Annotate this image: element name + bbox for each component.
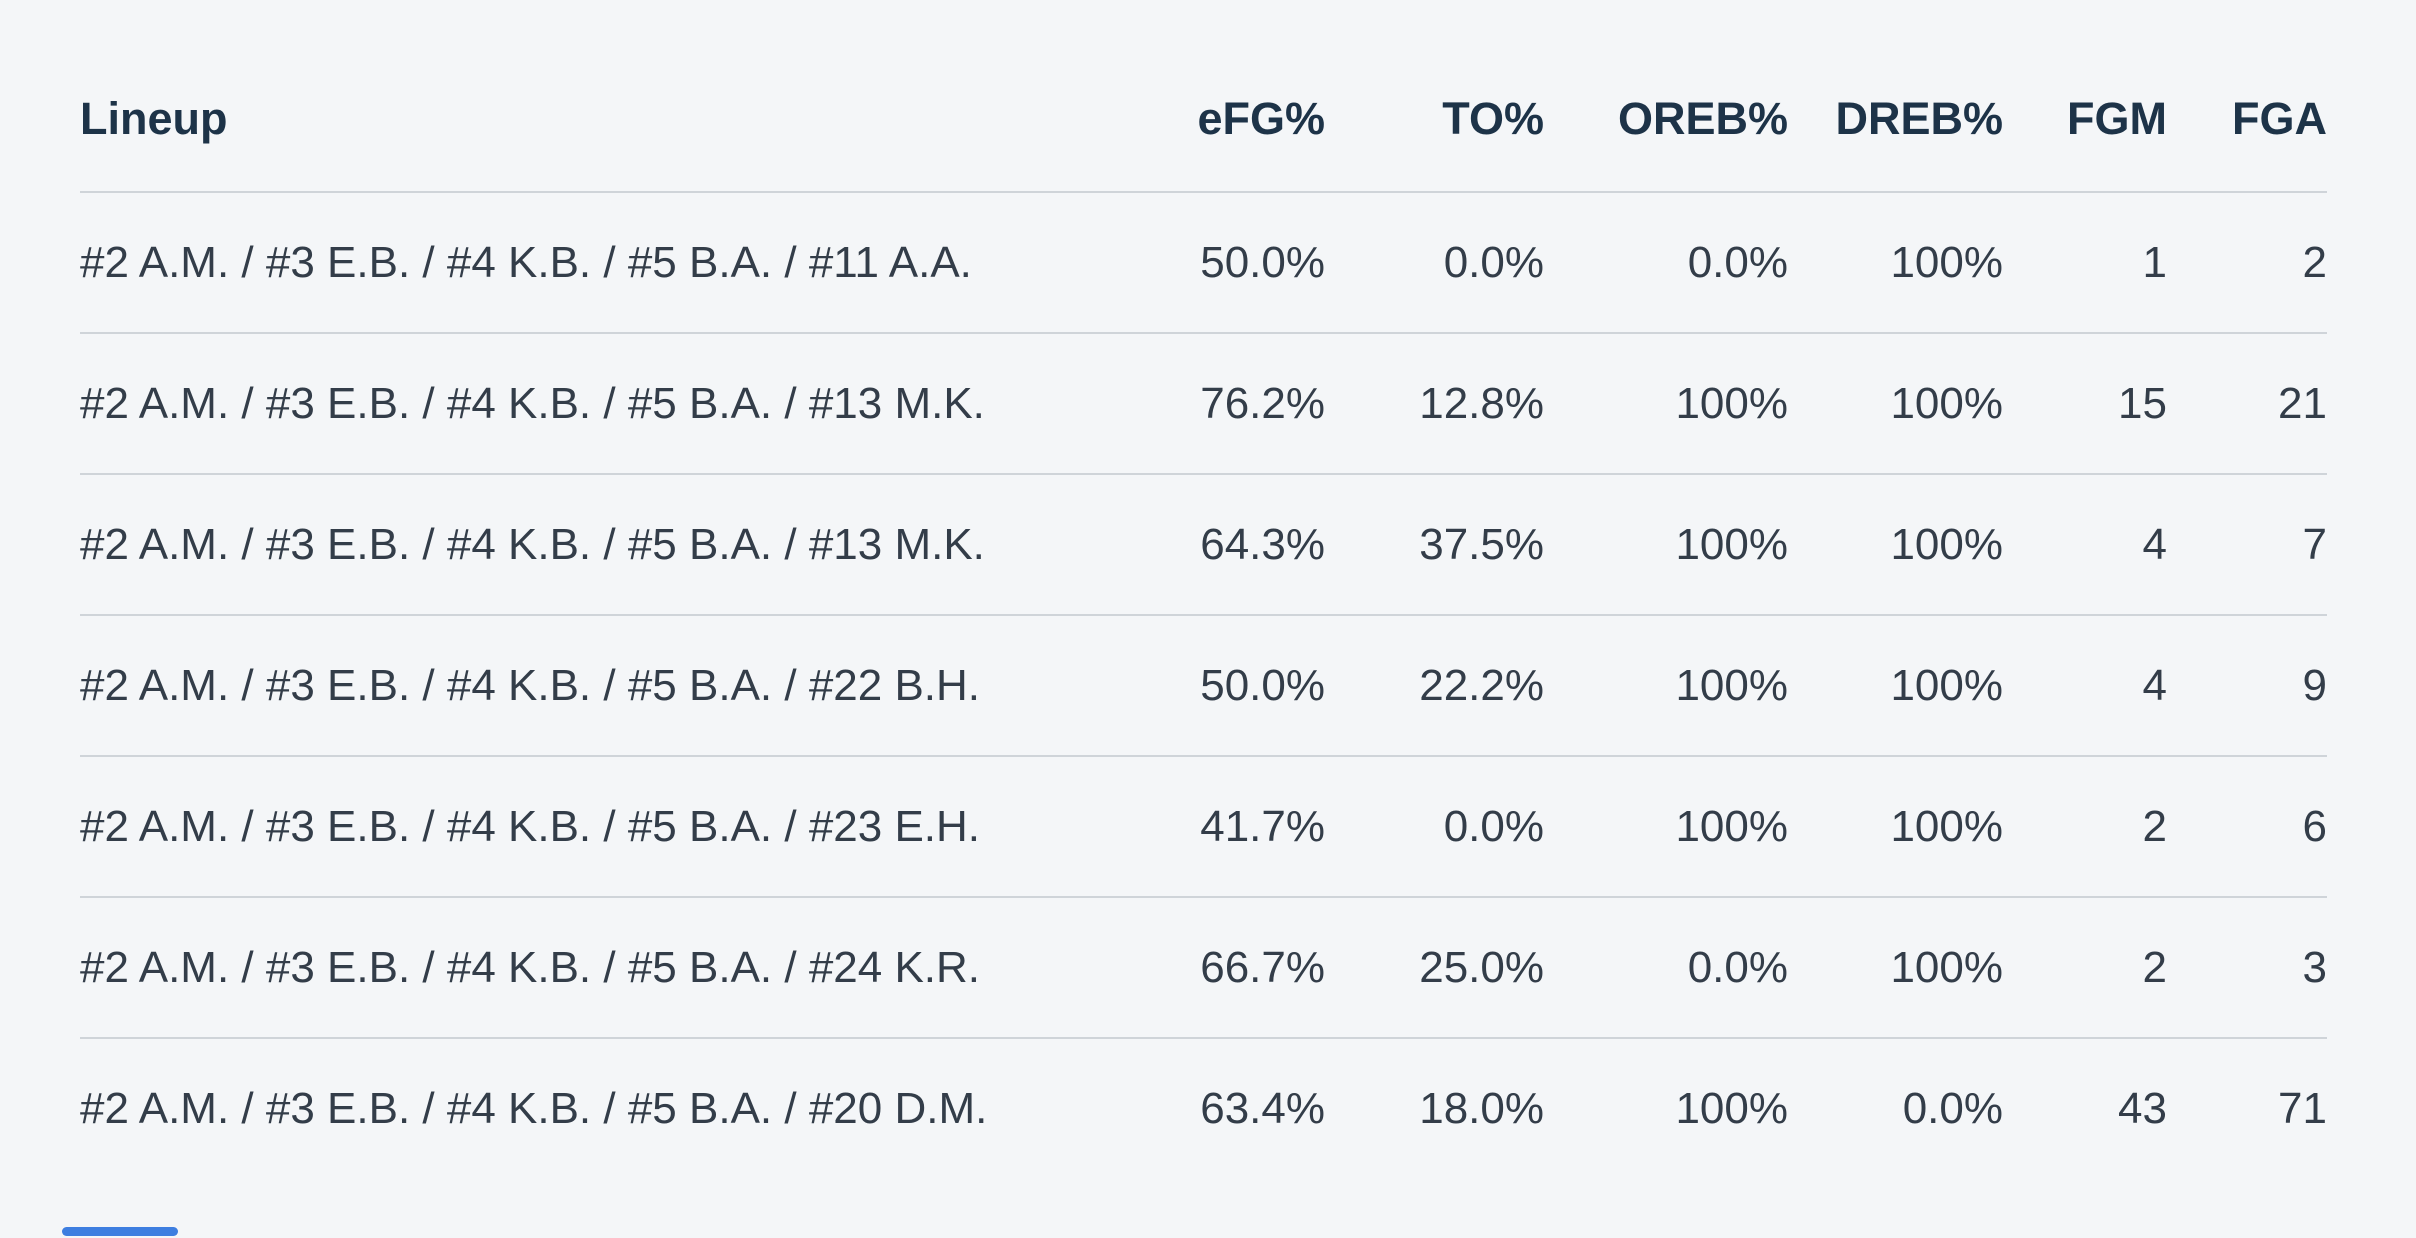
fga-cell: 21 bbox=[2278, 378, 2327, 428]
column-header-dreb: DREB% bbox=[1835, 92, 2003, 144]
fgm-cell: 15 bbox=[2118, 378, 2167, 428]
oreb-cell: 100% bbox=[1675, 801, 1788, 851]
lineup-stats-table: Lineup eFG% TO% OREB% DREB% FGM FGA #2 A… bbox=[80, 46, 2327, 1178]
to-cell: 0.0% bbox=[1443, 237, 1544, 287]
fgm-cell: 1 bbox=[2142, 237, 2167, 287]
lineup-cell: #2 A.M. / #3 E.B. / #4 K.B. / #5 B.A. / … bbox=[80, 801, 981, 851]
oreb-cell: 100% bbox=[1675, 378, 1788, 428]
to-cell: 22.2% bbox=[1419, 660, 1544, 710]
column-header-fgm: FGM bbox=[2067, 92, 2167, 144]
column-header-oreb: OREB% bbox=[1617, 92, 1788, 144]
to-cell: 12.8% bbox=[1419, 378, 1544, 428]
oreb-cell: 0.0% bbox=[1687, 237, 1788, 287]
table-header-row: Lineup eFG% TO% OREB% DREB% FGM FGA bbox=[80, 46, 2327, 191]
table-row: #2 A.M. / #3 E.B. / #4 K.B. / #5 B.A. / … bbox=[80, 614, 2327, 755]
table-row: #2 A.M. / #3 E.B. / #4 K.B. / #5 B.A. / … bbox=[80, 755, 2327, 896]
lineup-cell: #2 A.M. / #3 E.B. / #4 K.B. / #5 B.A. / … bbox=[80, 378, 985, 428]
efg-cell: 63.4% bbox=[1200, 1083, 1325, 1133]
fgm-cell: 4 bbox=[2142, 660, 2167, 710]
table-row: #2 A.M. / #3 E.B. / #4 K.B. / #5 B.A. / … bbox=[80, 473, 2327, 614]
lineup-cell: #2 A.M. / #3 E.B. / #4 K.B. / #5 B.A. / … bbox=[80, 237, 972, 287]
to-cell: 18.0% bbox=[1419, 1083, 1544, 1133]
fga-cell: 71 bbox=[2278, 1083, 2327, 1133]
dreb-cell: 100% bbox=[1890, 660, 2003, 710]
efg-cell: 41.7% bbox=[1200, 801, 1325, 851]
to-cell: 0.0% bbox=[1443, 801, 1544, 851]
lineup-cell: #2 A.M. / #3 E.B. / #4 K.B. / #5 B.A. / … bbox=[80, 519, 985, 569]
column-header-efg: eFG% bbox=[1197, 92, 1325, 144]
fgm-cell: 2 bbox=[2142, 801, 2167, 851]
fga-cell: 9 bbox=[2302, 660, 2327, 710]
column-header-lineup: Lineup bbox=[80, 92, 228, 144]
dreb-cell: 100% bbox=[1890, 378, 2003, 428]
table-row: #2 A.M. / #3 E.B. / #4 K.B. / #5 B.A. / … bbox=[80, 332, 2327, 473]
oreb-cell: 100% bbox=[1675, 660, 1788, 710]
efg-cell: 50.0% bbox=[1200, 660, 1325, 710]
efg-cell: 50.0% bbox=[1200, 237, 1325, 287]
lineup-cell: #2 A.M. / #3 E.B. / #4 K.B. / #5 B.A. / … bbox=[80, 1083, 988, 1133]
fgm-cell: 4 bbox=[2142, 519, 2167, 569]
oreb-cell: 100% bbox=[1675, 519, 1788, 569]
oreb-cell: 100% bbox=[1675, 1083, 1788, 1133]
efg-cell: 64.3% bbox=[1200, 519, 1325, 569]
lineup-cell: #2 A.M. / #3 E.B. / #4 K.B. / #5 B.A. / … bbox=[80, 942, 981, 992]
table-row: #2 A.M. / #3 E.B. / #4 K.B. / #5 B.A. / … bbox=[80, 191, 2327, 332]
efg-cell: 76.2% bbox=[1200, 378, 1325, 428]
oreb-cell: 0.0% bbox=[1687, 942, 1788, 992]
fgm-cell: 2 bbox=[2142, 942, 2167, 992]
fga-cell: 3 bbox=[2302, 942, 2327, 992]
table-row: #2 A.M. / #3 E.B. / #4 K.B. / #5 B.A. / … bbox=[80, 1037, 2327, 1178]
dreb-cell: 100% bbox=[1890, 942, 2003, 992]
to-cell: 25.0% bbox=[1419, 942, 1544, 992]
dreb-cell: 0.0% bbox=[1902, 1083, 2003, 1133]
lineup-cell: #2 A.M. / #3 E.B. / #4 K.B. / #5 B.A. / … bbox=[80, 660, 981, 710]
to-cell: 37.5% bbox=[1419, 519, 1544, 569]
column-header-fga: FGA bbox=[2232, 92, 2327, 144]
horizontal-scrollbar-thumb[interactable] bbox=[62, 1227, 178, 1236]
fga-cell: 7 bbox=[2302, 519, 2327, 569]
fgm-cell: 43 bbox=[2118, 1083, 2167, 1133]
efg-cell: 66.7% bbox=[1200, 942, 1325, 992]
table-row: #2 A.M. / #3 E.B. / #4 K.B. / #5 B.A. / … bbox=[80, 896, 2327, 1037]
dreb-cell: 100% bbox=[1890, 237, 2003, 287]
dreb-cell: 100% bbox=[1890, 801, 2003, 851]
fga-cell: 6 bbox=[2302, 801, 2327, 851]
column-header-to: TO% bbox=[1442, 92, 1544, 144]
dreb-cell: 100% bbox=[1890, 519, 2003, 569]
fga-cell: 2 bbox=[2302, 237, 2327, 287]
